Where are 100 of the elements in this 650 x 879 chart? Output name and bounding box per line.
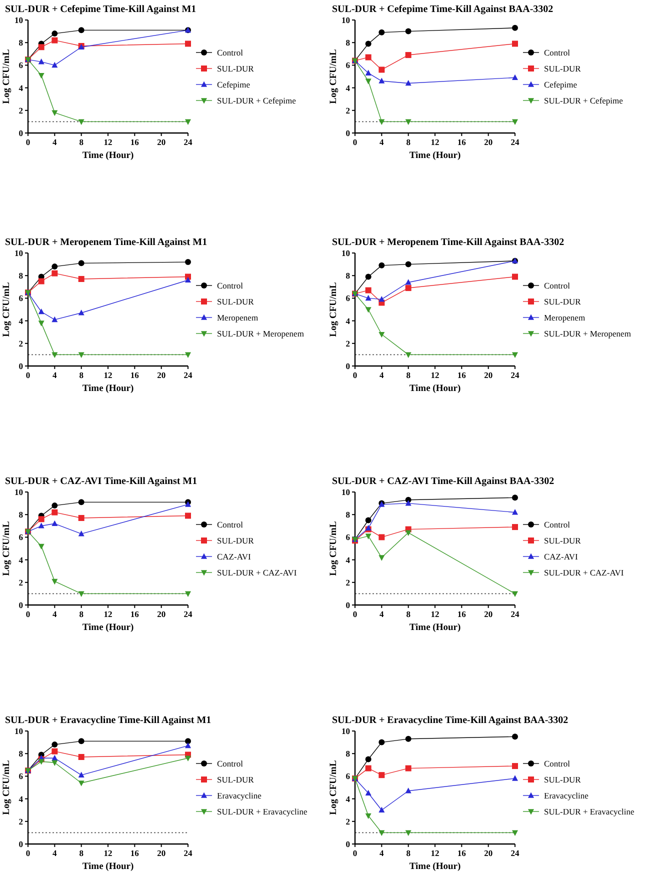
point <box>512 509 518 515</box>
point <box>512 74 518 80</box>
y-tick-label: 0 <box>346 128 350 138</box>
x-tick-label: 20 <box>484 848 493 858</box>
y-tick-label: 4 <box>18 82 24 93</box>
point <box>405 765 412 772</box>
legend-label: SUL-DUR + Meropenem <box>217 328 304 338</box>
point <box>378 555 385 561</box>
y-axis-title: Log CFU/mL <box>2 760 12 815</box>
point <box>78 276 84 282</box>
x-tick-label: 24 <box>510 609 520 619</box>
point <box>512 352 518 358</box>
point <box>185 40 191 47</box>
x-tick-label: 0 <box>352 609 358 619</box>
legend-label: SUL-DUR + Meropenem <box>544 328 632 338</box>
point <box>512 524 518 530</box>
point <box>38 278 44 284</box>
point <box>365 765 372 772</box>
point <box>512 734 518 740</box>
chart-title: SUL-DUR + Cefepime Time-Kill Against BAA-3302 <box>332 4 554 15</box>
point <box>38 516 44 522</box>
legend-label: Cefepime <box>217 80 250 90</box>
point <box>512 591 518 597</box>
y-tick-label: 8 <box>18 270 23 281</box>
point <box>365 274 372 280</box>
point <box>405 352 412 358</box>
y-tick-label: 6 <box>346 532 350 542</box>
legend-label: Control <box>544 520 571 530</box>
point <box>378 332 385 338</box>
y-tick-label: 8 <box>18 510 23 520</box>
point <box>78 780 84 786</box>
x-tick-label: 24 <box>184 848 193 858</box>
x-axis-title: Time (Hour) <box>409 151 461 161</box>
legend-label: Eravacycline <box>217 790 262 800</box>
point <box>512 763 518 770</box>
x-tick-label: 16 <box>457 848 466 858</box>
chart-title: SUL-DUR + Meropenem Time-Kill Against M1 <box>5 237 208 248</box>
point <box>365 54 372 60</box>
point <box>78 310 84 316</box>
x-tick-label: 16 <box>457 370 466 380</box>
point <box>78 27 84 34</box>
point <box>405 788 412 794</box>
point <box>512 274 518 280</box>
point <box>405 261 412 268</box>
chart-title: SUL-DUR + CAZ-AVI Time-Kill Against M1 <box>5 476 198 487</box>
x-tick-label: 24 <box>184 609 193 619</box>
y-axis-title: Log CFU/mL <box>329 521 339 576</box>
point <box>365 78 372 84</box>
point <box>52 37 58 44</box>
x-tick-label: 0 <box>26 848 30 858</box>
point <box>52 30 58 37</box>
x-tick-label: 24 <box>510 848 520 858</box>
point <box>365 294 372 301</box>
x-axis-title: Time (Hour) <box>409 384 461 394</box>
x-tick-label: 24 <box>510 137 520 147</box>
legend-label: SUL-DUR + Cefepime <box>217 96 296 106</box>
y-tick-label: 10 <box>342 487 350 497</box>
chart-title: SUL-DUR + CAZ-AVI Time-Kill Against BAA-3302 <box>332 476 554 487</box>
y-tick-label: 10 <box>14 726 23 736</box>
point <box>185 119 191 125</box>
y-tick-label: 6 <box>18 293 23 304</box>
x-tick-label: 8 <box>79 609 84 619</box>
point <box>78 530 84 536</box>
x-tick-label: 20 <box>157 370 166 380</box>
y-tick-label: 2 <box>18 105 23 116</box>
x-tick-label: 8 <box>406 848 410 858</box>
x-tick-label: 8 <box>406 137 410 147</box>
y-tick-label: 8 <box>18 38 23 48</box>
point <box>512 494 518 501</box>
x-axis-title: Time (Hour) <box>409 862 461 872</box>
y-tick-label: 10 <box>342 15 350 25</box>
legend-label: Meropenem <box>217 312 258 322</box>
point <box>52 316 58 322</box>
legend-label: SUL-DUR + Cefepime <box>544 96 624 106</box>
point <box>185 742 191 748</box>
x-tick-label: 16 <box>130 370 139 380</box>
point <box>78 754 84 760</box>
point <box>78 772 84 778</box>
y-tick-label: 4 <box>18 554 24 565</box>
y-tick-label: 8 <box>18 748 23 759</box>
point <box>378 534 385 540</box>
y-tick-label: 2 <box>346 338 350 348</box>
point <box>378 262 385 268</box>
point <box>38 58 44 64</box>
y-tick-label: 10 <box>14 15 23 25</box>
point <box>52 760 58 766</box>
x-tick-label: 8 <box>79 370 84 380</box>
y-tick-label: 6 <box>18 60 23 70</box>
legend-label: Control <box>544 758 571 768</box>
x-tick-label: 8 <box>406 609 410 619</box>
point <box>378 772 385 778</box>
x-tick-label: 4 <box>52 609 58 619</box>
x-tick-label: 20 <box>484 609 493 619</box>
x-tick-label: 20 <box>484 370 493 380</box>
x-tick-label: 20 <box>157 609 166 619</box>
point <box>52 502 58 509</box>
y-axis-title: Log CFU/mL <box>329 49 339 104</box>
x-tick-label: 16 <box>130 137 139 147</box>
point <box>378 296 385 302</box>
point <box>378 119 385 125</box>
